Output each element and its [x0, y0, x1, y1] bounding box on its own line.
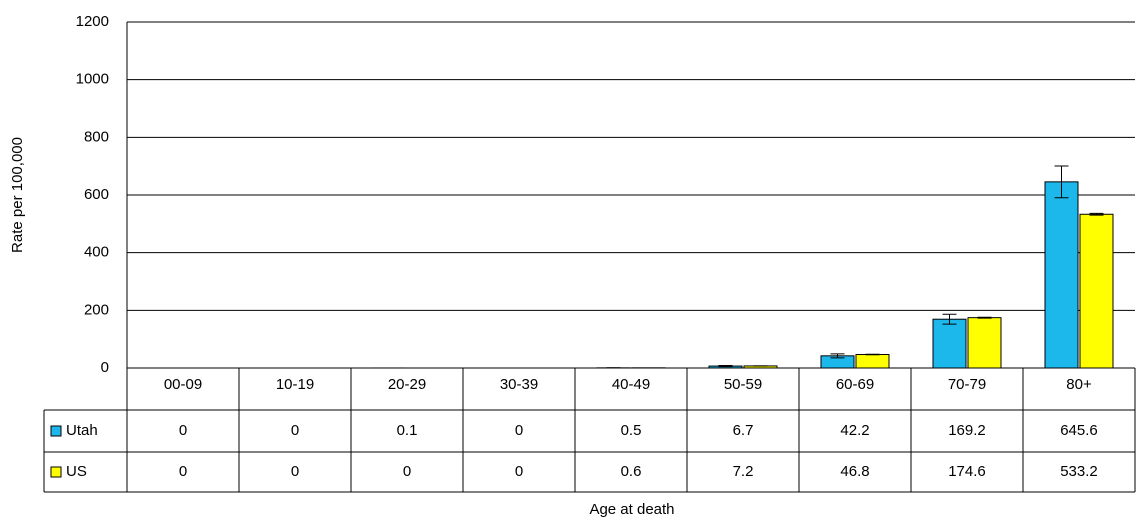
- table-value: 169.2: [948, 422, 986, 439]
- y-tick-label: 1000: [76, 71, 109, 88]
- table-value: 533.2: [1060, 463, 1098, 480]
- table-value: 0: [291, 463, 299, 480]
- table-value: 0.1: [397, 422, 418, 439]
- bar: [967, 317, 1002, 369]
- table-value: 0: [179, 463, 187, 480]
- x-tick-label: 60-69: [836, 376, 874, 393]
- error-bar: [942, 313, 957, 325]
- legend-swatch: [50, 466, 62, 478]
- y-tick-label: 1200: [76, 13, 109, 30]
- table-value: 0: [179, 422, 187, 439]
- bar: [932, 318, 967, 369]
- table-value: 0.5: [621, 422, 642, 439]
- y-tick-label: 800: [84, 128, 109, 145]
- table-value: 7.2: [733, 463, 754, 480]
- table-value: 0: [403, 463, 411, 480]
- y-axis-label: Rate per 100,000: [9, 137, 26, 253]
- bar: [1044, 181, 1079, 369]
- error-bar: [1054, 165, 1069, 199]
- x-tick-label: 70-79: [948, 376, 986, 393]
- error-bar: [977, 316, 992, 319]
- x-tick-label: 10-19: [276, 376, 314, 393]
- table-value: 0: [291, 422, 299, 439]
- table-value: 6.7: [733, 422, 754, 439]
- y-tick-label: 0: [101, 359, 109, 376]
- x-tick-label: 30-39: [500, 376, 538, 393]
- x-axis-label: Age at death: [589, 501, 674, 518]
- bar: [1079, 213, 1114, 369]
- legend-swatch: [50, 425, 62, 437]
- error-bar: [718, 364, 733, 368]
- table-value: 0: [515, 463, 523, 480]
- x-tick-label: 00-09: [164, 376, 202, 393]
- error-bar: [830, 353, 845, 359]
- legend-label: Utah: [66, 422, 98, 439]
- table-value: 46.8: [840, 463, 869, 480]
- x-tick-label: 50-59: [724, 376, 762, 393]
- table-value: 0: [515, 422, 523, 439]
- x-tick-label: 20-29: [388, 376, 426, 393]
- x-tick-label: 80+: [1066, 376, 1092, 393]
- table-value: 42.2: [840, 422, 869, 439]
- y-tick-label: 600: [84, 186, 109, 203]
- x-tick-label: 40-49: [612, 376, 650, 393]
- error-bar: [1089, 212, 1104, 216]
- y-tick-label: 200: [84, 301, 109, 318]
- table-value: 645.6: [1060, 422, 1098, 439]
- legend-label: US: [66, 463, 87, 480]
- bar: [855, 354, 890, 369]
- table-value: 0.6: [621, 463, 642, 480]
- y-tick-label: 400: [84, 244, 109, 261]
- table-value: 174.6: [948, 463, 986, 480]
